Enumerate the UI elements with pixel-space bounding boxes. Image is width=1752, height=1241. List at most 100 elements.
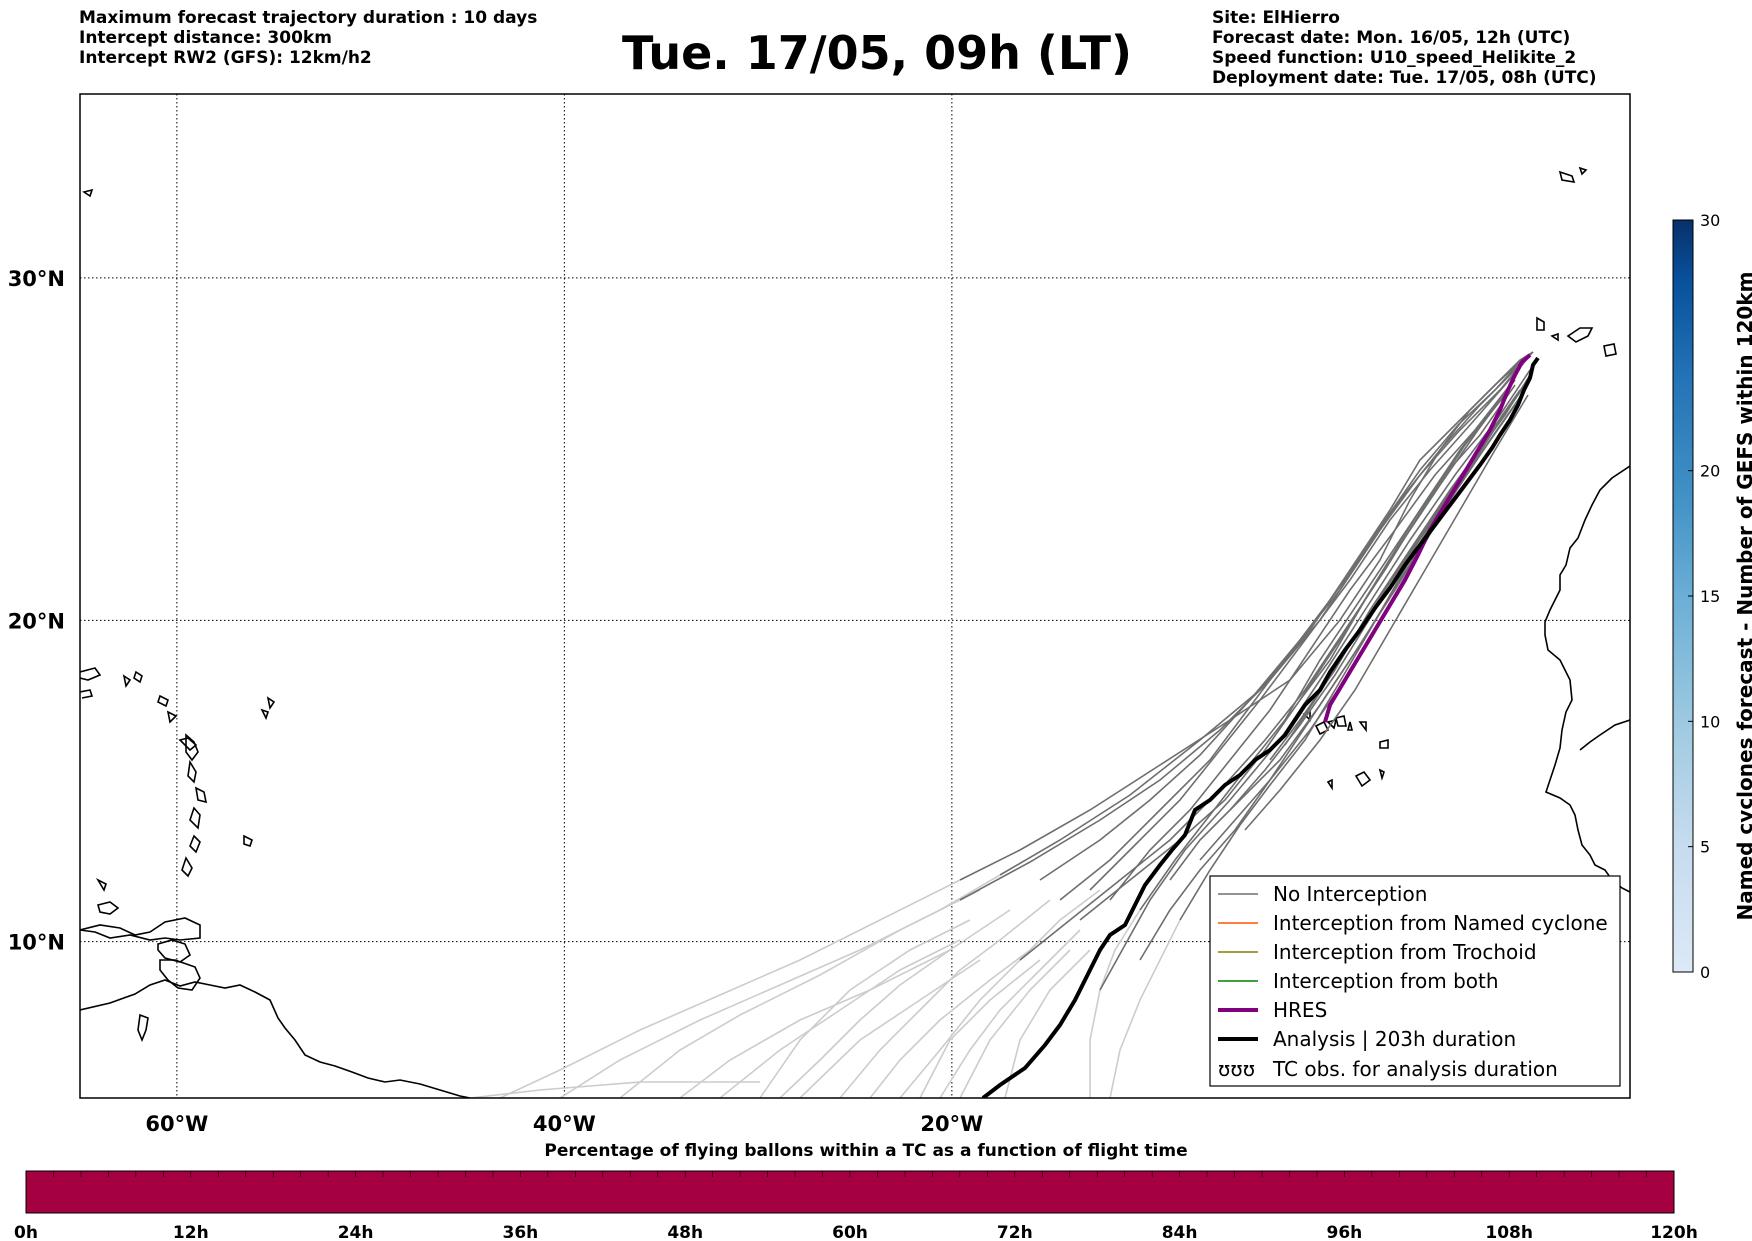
coastline-cape-verde-7 [1354, 770, 1372, 788]
header-right-info: Site: ElHierro Forecast date: Mon. 16/05… [1212, 8, 1597, 88]
legend-hres: HRES [1273, 998, 1327, 1022]
dark-track-2 [999, 351, 1534, 876]
light-track-17 [959, 949, 1071, 1098]
pct-tick-label: 72h [997, 1223, 1033, 1241]
coastline-island-e [166, 710, 178, 724]
coastline-canary-3 [1603, 343, 1617, 357]
coastline-island-d [157, 694, 169, 708]
page-title: Tue. 17/05, 09h (LT) [622, 26, 1132, 80]
coastline-canary-1 [1536, 316, 1545, 331]
pct-bar [25, 1170, 1675, 1214]
coastline-lesser-antilles-3 [194, 786, 208, 804]
coastline-south-america [80, 979, 471, 1098]
deployment-date-text: Deployment date: Tue. 17/05, 08h (UTC) [1212, 68, 1597, 88]
site-text: Site: ElHierro [1212, 8, 1340, 28]
coastline-madeira-2 [1578, 166, 1588, 176]
coastline-lesser-antilles-6 [181, 856, 193, 878]
coastline-lesser-antilles-2 [187, 759, 197, 784]
intercept-rw2-text: Intercept RW2 (GFS): 12km/h2 [79, 48, 372, 68]
coastline-island-h [95, 878, 107, 892]
longitude-labels: 60°W 40°W 20°W [145, 1112, 983, 1136]
lon-tick-label: 40°W [533, 1112, 596, 1136]
coastline-island-k [260, 708, 270, 721]
coastline-island-b [97, 901, 120, 915]
lat-tick-label: 30°N [8, 267, 65, 291]
latitude-labels: 30°N 20°N 10°N [8, 267, 65, 955]
light-track-11 [719, 939, 961, 1098]
light-track-13 [799, 959, 981, 1098]
coastline-trinidad [157, 939, 192, 963]
legend: No Interception Interception from Named … [1209, 875, 1621, 1087]
light-track-12 [939, 929, 1081, 1098]
pct-tick-label: 60h [832, 1223, 868, 1241]
light-track-5 [779, 909, 1011, 1098]
colorbar-bottom-ticks: 0h 12h 24h 36h 48h 60h 72h 84h 96h 108h 120h [14, 1223, 1698, 1241]
coastline-cape-verde-3 [1358, 721, 1367, 733]
lat-tick-label: 20°N [8, 609, 65, 633]
lon-tick-label: 20°W [920, 1112, 983, 1136]
speed-function-text: Speed function: U10_speed_Helikite_2 [1212, 48, 1577, 68]
light-track-1 [499, 879, 961, 1098]
coastline-cape-verde-2 [1335, 715, 1347, 727]
coastline-cape-verde-6 [1326, 778, 1333, 791]
coastline-cape-verde-1 [1314, 720, 1330, 736]
colorbar-right-tick-label: 0 [1700, 963, 1710, 982]
coastline-canary-4 [1550, 332, 1559, 342]
light-track-14 [869, 949, 1031, 1098]
light-track-16 [1004, 949, 1091, 1098]
light-track-10 [759, 919, 971, 1098]
coastline-antilles-north-2 [80, 689, 94, 699]
light-track-7 [899, 889, 1101, 1098]
pct-bar-segments [53, 1171, 1647, 1177]
coastline-island-j [122, 674, 132, 689]
coastline-island-g [82, 188, 94, 198]
coastline-africa [1544, 465, 1630, 893]
coastline-venezuela-islands [80, 917, 201, 941]
colorbar-right-tick-label: 10 [1700, 712, 1720, 731]
coastline-island-a [137, 1013, 149, 1043]
colorbar-right-label: Named cyclones forecast - Number of GEFS… [1733, 272, 1752, 921]
coastline-island-f [243, 834, 253, 848]
pct-tick-label: 120h [1650, 1223, 1698, 1241]
coastline-trinidad-2 [159, 959, 201, 991]
coastline-cape-verde-8 [1378, 768, 1385, 781]
coastline-africa-2 [1579, 719, 1630, 751]
colorbar-right: 0 5 10 15 20 30 Named cyclones forecast - Num… [1672, 211, 1752, 982]
dark-track-7 [1109, 384, 1511, 901]
legend-no-interception: No Interception [1273, 882, 1427, 906]
light-track-9 [1109, 919, 1181, 1098]
pct-tick-label: 12h [173, 1223, 209, 1241]
colorbar-right-ticks: 0 5 10 15 20 30 [1688, 211, 1720, 982]
colorbar-right-tick-label: 5 [1700, 838, 1710, 857]
legend-both: Interception from both [1273, 969, 1499, 993]
dark-track-4 [1039, 359, 1523, 881]
dark-track-12 [1019, 394, 1506, 961]
dark-track-5 [1059, 359, 1526, 901]
pct-tick-label: 108h [1485, 1223, 1533, 1241]
coastline-cape-verde-4 [1379, 738, 1389, 749]
coastline-lesser-antilles-4 [189, 806, 201, 830]
pct-tick-label: 84h [1162, 1223, 1198, 1241]
lat-tick-label: 10°N [8, 931, 65, 955]
light-track-18 [919, 959, 1041, 1098]
colorbar-bottom-title: Percentage of flying ballons within a TC… [544, 1141, 1187, 1161]
pct-tick-label: 36h [503, 1223, 539, 1241]
analysis-track [981, 356, 1540, 1098]
dark-track-18 [1299, 379, 1516, 701]
tc-obs-marker-icon: ʊʊʊ [1218, 1057, 1255, 1081]
legend-trochoid: Interception from Trochoid [1273, 940, 1537, 964]
coastline-lesser-antilles-1 [185, 733, 199, 762]
forecast-date-text: Forecast date: Mon. 16/05, 12h (UTC) [1212, 28, 1571, 48]
graticule [80, 94, 1630, 1098]
light-track-15 [679, 949, 951, 1098]
dark-track-16 [1244, 394, 1529, 831]
coastline-canary-2 [1566, 327, 1594, 343]
coastline-lesser-antilles-5 [189, 834, 201, 854]
colorbar-bottom: Percentage of flying ballons within a TC… [14, 1141, 1698, 1241]
pct-tick-label: 96h [1327, 1223, 1363, 1241]
header-left-info: Maximum forecast trajectory duration : 1… [79, 8, 537, 68]
intercept-distance-text: Intercept distance: 300km [79, 28, 332, 48]
coastline-cape-verde-9 [1346, 721, 1354, 731]
colorbar-right-tick-label: 30 [1700, 211, 1720, 230]
